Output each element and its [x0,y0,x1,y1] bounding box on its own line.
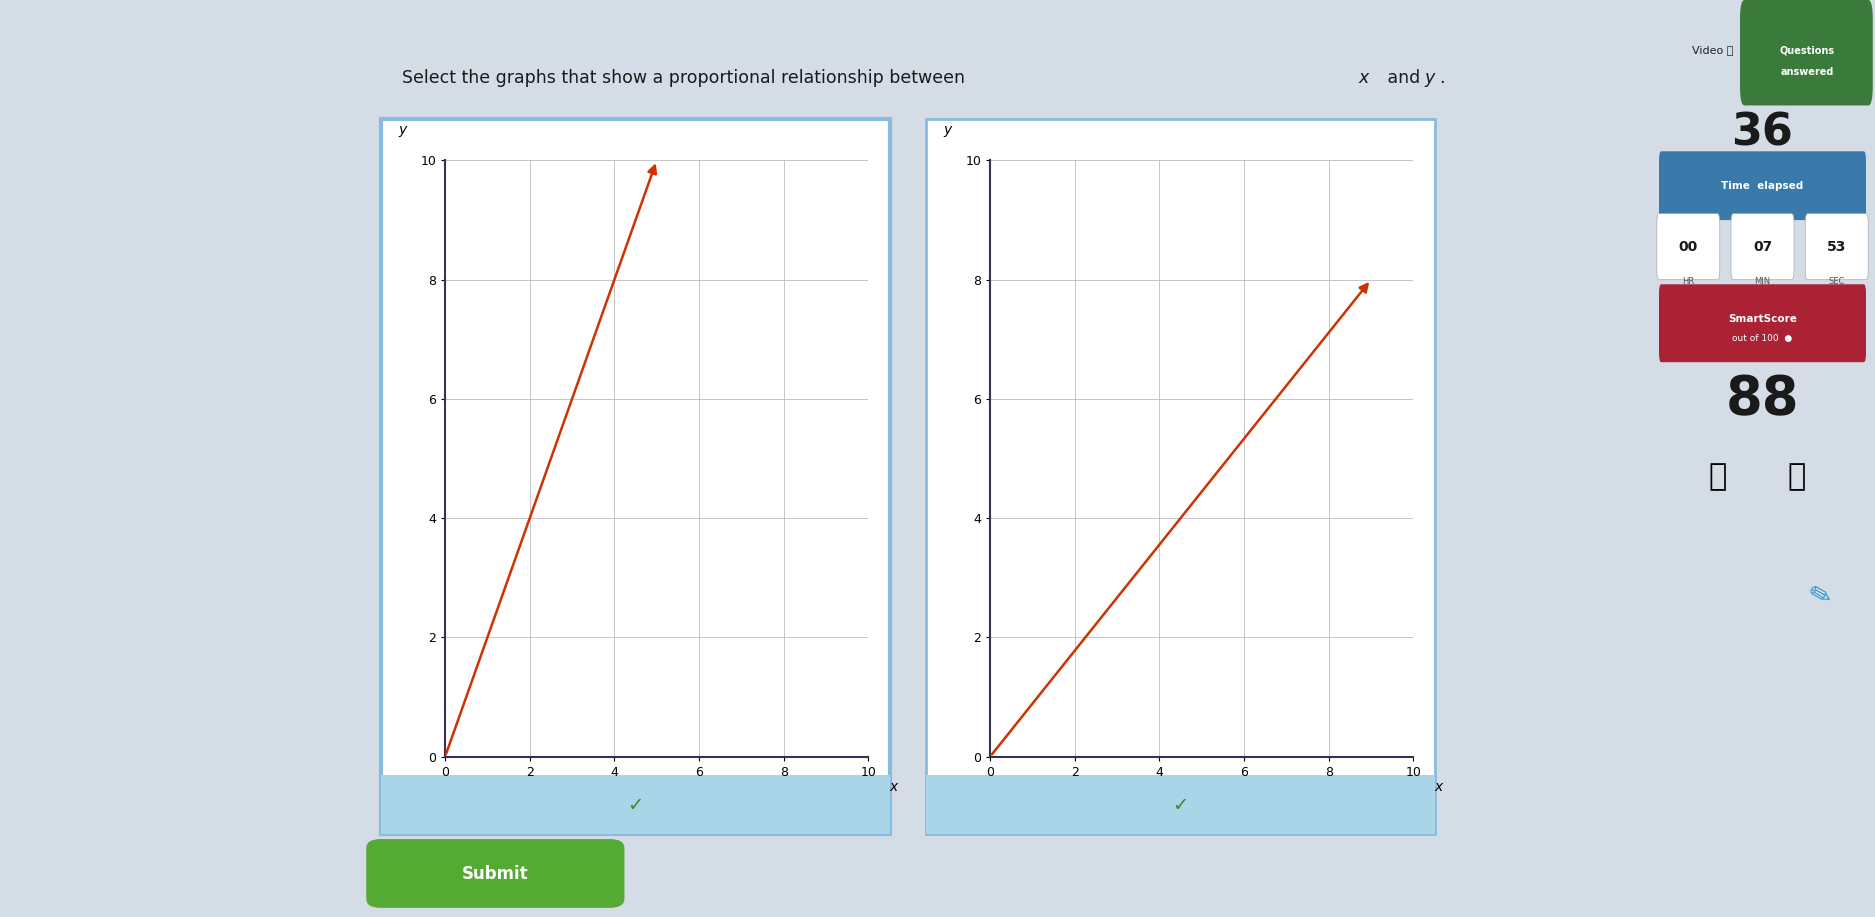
FancyBboxPatch shape [381,775,891,834]
FancyBboxPatch shape [1806,214,1868,280]
Text: Submit: Submit [461,865,529,883]
Text: MIN: MIN [1755,277,1770,286]
Text: ✏: ✏ [1802,578,1836,614]
FancyBboxPatch shape [1731,214,1794,280]
Text: HR: HR [1682,277,1695,286]
FancyBboxPatch shape [926,119,1434,834]
Y-axis label: y: y [943,123,952,137]
FancyBboxPatch shape [366,839,624,908]
Text: Video ⓓ: Video ⓓ [1693,46,1734,55]
Text: answered: answered [1781,67,1834,76]
Text: 53: 53 [1826,239,1847,254]
Text: ✓: ✓ [1172,796,1189,814]
Text: .: . [1440,69,1444,87]
Text: ✓: ✓ [626,796,643,814]
FancyBboxPatch shape [926,775,1434,834]
Text: 36: 36 [1732,112,1792,154]
Text: SmartScore: SmartScore [1729,315,1796,324]
Text: and: and [1382,69,1425,87]
Text: x: x [1359,69,1369,87]
Text: Questions: Questions [1779,46,1836,55]
X-axis label: x: x [889,780,898,794]
Y-axis label: y: y [399,123,407,137]
Text: 00: 00 [1678,239,1699,254]
FancyBboxPatch shape [1659,151,1866,220]
Text: 88: 88 [1725,373,1800,425]
FancyBboxPatch shape [1740,0,1873,105]
Text: 🎖: 🎖 [1708,462,1727,492]
FancyBboxPatch shape [381,119,891,834]
Text: SEC: SEC [1828,277,1845,286]
Text: out of 100  ●: out of 100 ● [1732,334,1792,343]
Text: y: y [1425,69,1434,87]
FancyBboxPatch shape [1659,284,1866,362]
Text: 07: 07 [1753,239,1772,254]
Text: Time  elapsed: Time elapsed [1721,182,1804,191]
Text: 🎖: 🎖 [1787,462,1806,492]
Text: Select the graphs that show a proportional relationship between: Select the graphs that show a proportion… [401,69,971,87]
X-axis label: x: x [1434,780,1444,794]
FancyBboxPatch shape [1658,214,1719,280]
